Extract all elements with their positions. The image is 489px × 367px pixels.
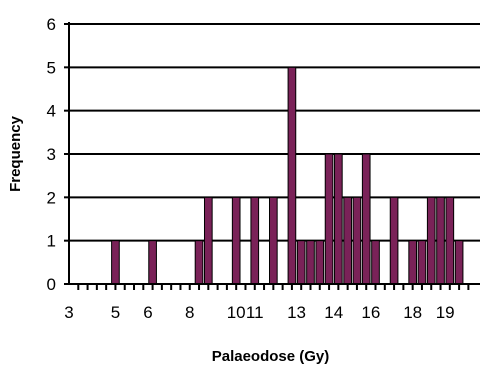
bar bbox=[306, 240, 315, 285]
bar bbox=[269, 196, 278, 285]
y-tick-label: 5 bbox=[47, 58, 56, 77]
x-tick-label: 19 bbox=[436, 303, 455, 322]
axes bbox=[64, 22, 480, 290]
bar bbox=[352, 196, 362, 285]
bar bbox=[296, 240, 306, 285]
bar bbox=[371, 240, 380, 285]
x-tick-label: 10 bbox=[227, 303, 246, 322]
y-axis-title: Frequency bbox=[7, 115, 24, 192]
y-tick-label: 4 bbox=[47, 102, 56, 121]
x-tick-label: 8 bbox=[185, 303, 194, 322]
x-tick-label: 11 bbox=[246, 303, 264, 322]
bar bbox=[445, 196, 455, 285]
bar bbox=[417, 240, 427, 285]
bar bbox=[287, 66, 297, 285]
x-tick-label: 13 bbox=[287, 303, 306, 322]
bar bbox=[408, 240, 417, 285]
bar bbox=[194, 240, 204, 285]
y-tick-label: 3 bbox=[47, 145, 56, 164]
y-tick-label: 6 bbox=[47, 15, 56, 34]
bar bbox=[250, 196, 260, 285]
y-tick-label: 0 bbox=[47, 275, 56, 294]
bar bbox=[426, 196, 436, 285]
bars bbox=[111, 66, 464, 285]
x-tick-label: 5 bbox=[111, 303, 120, 322]
x-tick-label: 18 bbox=[403, 303, 422, 322]
bar bbox=[231, 196, 241, 285]
bar bbox=[111, 240, 120, 285]
bar bbox=[343, 196, 352, 285]
x-tick-label: 3 bbox=[64, 303, 73, 322]
x-axis-title: Palaeodose (Gy) bbox=[212, 348, 330, 365]
bar bbox=[324, 153, 334, 285]
bar bbox=[148, 240, 157, 285]
bar bbox=[389, 196, 399, 285]
bar bbox=[203, 196, 213, 285]
bar bbox=[361, 153, 371, 285]
bar bbox=[315, 240, 325, 285]
tick-labels: 0 1 2 3 4 5 6 3 5 6 8 10 11 13 14 16 18 19 bbox=[47, 15, 455, 322]
bar bbox=[334, 153, 343, 285]
bar bbox=[436, 196, 445, 285]
y-tick-label: 1 bbox=[47, 232, 56, 251]
y-tick-label: 2 bbox=[47, 188, 56, 207]
x-tick-label: 6 bbox=[143, 303, 152, 322]
bar bbox=[454, 240, 464, 285]
x-tick-label: 16 bbox=[361, 303, 380, 322]
x-tick-label: 14 bbox=[324, 303, 343, 322]
